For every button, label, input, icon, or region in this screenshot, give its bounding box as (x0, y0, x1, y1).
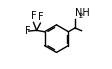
Text: 2: 2 (78, 13, 82, 19)
Text: NH: NH (74, 8, 89, 18)
Text: F: F (38, 12, 43, 22)
Text: F: F (30, 11, 36, 21)
Text: F: F (24, 26, 30, 36)
